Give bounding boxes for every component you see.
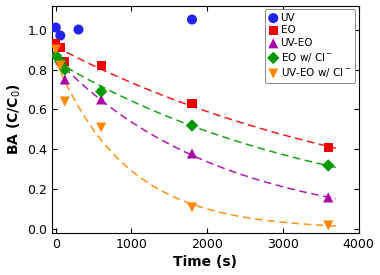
EO (57, 45, 63, 50)
UV-EO (189, 151, 195, 156)
UV-EO w/ Cl$^-$ (57, 63, 63, 68)
EO w/ Cl$^-$ (62, 67, 68, 72)
EO (98, 63, 104, 68)
UV-EO w/ Cl$^-$ (98, 125, 104, 130)
EO w/ Cl$^-$ (57, 59, 63, 64)
UV (76, 27, 82, 32)
EO (189, 101, 195, 106)
UV-EO w/ Cl$^-$ (189, 205, 195, 210)
X-axis label: Time (s): Time (s) (173, 255, 237, 270)
UV-EO (57, 57, 63, 62)
UV-EO (53, 51, 59, 56)
UV-EO w/ Cl$^-$ (325, 223, 331, 228)
EO w/ Cl$^-$ (325, 163, 331, 168)
EO w/ Cl$^-$ (98, 89, 104, 94)
UV (57, 33, 63, 38)
EO w/ Cl$^-$ (189, 123, 195, 128)
UV (189, 17, 195, 22)
Y-axis label: BA (C/C$_0$): BA (C/C$_0$) (6, 84, 23, 155)
EO (62, 59, 68, 64)
EO w/ Cl$^-$ (53, 53, 59, 58)
UV-EO (325, 195, 331, 200)
UV (53, 25, 59, 30)
Legend: UV, EO, UV-EO, EO w/ Cl$^-$, UV-EO w/ Cl$^-$: UV, EO, UV-EO, EO w/ Cl$^-$, UV-EO w/ Cl… (265, 9, 355, 83)
UV-EO (62, 77, 68, 82)
UV-EO (98, 97, 104, 102)
EO (53, 41, 59, 46)
UV (325, 13, 331, 18)
EO (325, 145, 331, 150)
UV-EO w/ Cl$^-$ (62, 99, 68, 104)
UV-EO w/ Cl$^-$ (53, 47, 59, 52)
